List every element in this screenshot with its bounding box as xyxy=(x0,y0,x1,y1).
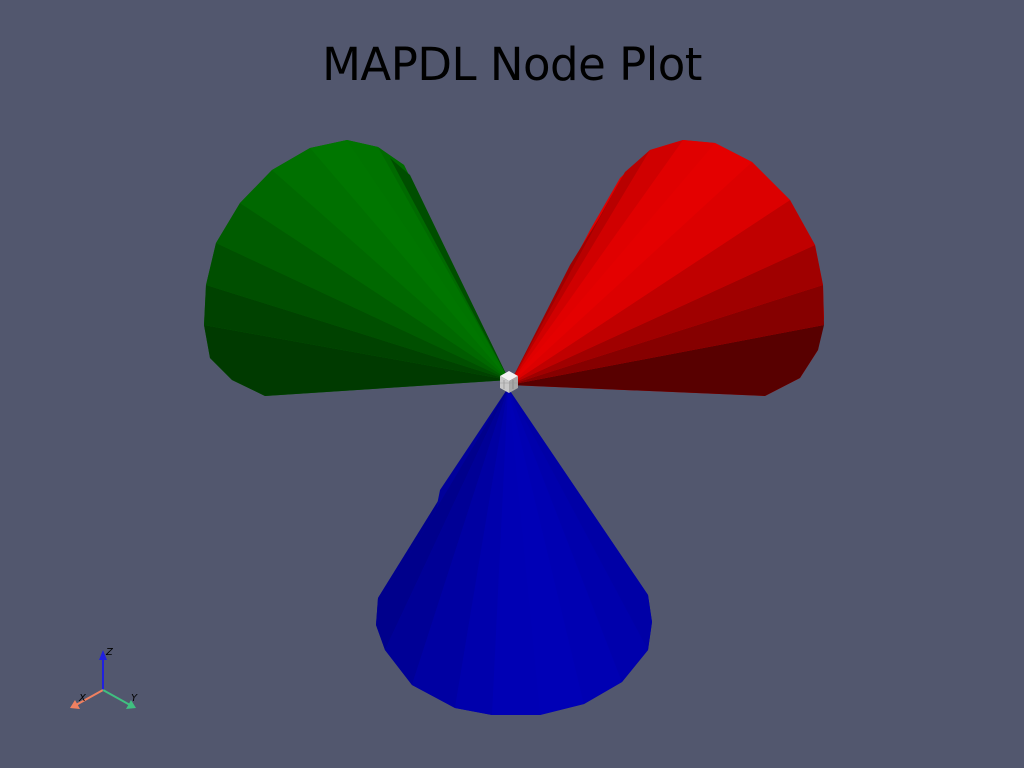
orientation-axes-widget: Z X Y xyxy=(70,647,138,709)
blue-cone xyxy=(376,388,652,715)
node-marker xyxy=(500,371,518,393)
plot-title: MAPDL Node Plot xyxy=(322,38,702,91)
red-cone xyxy=(509,140,824,396)
y-axis-arrow-icon xyxy=(126,700,136,709)
green-cone xyxy=(204,140,509,396)
z-axis-label: Z xyxy=(105,647,114,658)
z-axis-arrow-icon xyxy=(99,650,107,660)
y-axis-line xyxy=(102,689,131,706)
x-axis-arrow-icon xyxy=(70,700,80,709)
x-axis-label: X xyxy=(78,693,87,704)
x-axis-line xyxy=(75,689,104,706)
y-axis-label: Y xyxy=(131,693,138,704)
